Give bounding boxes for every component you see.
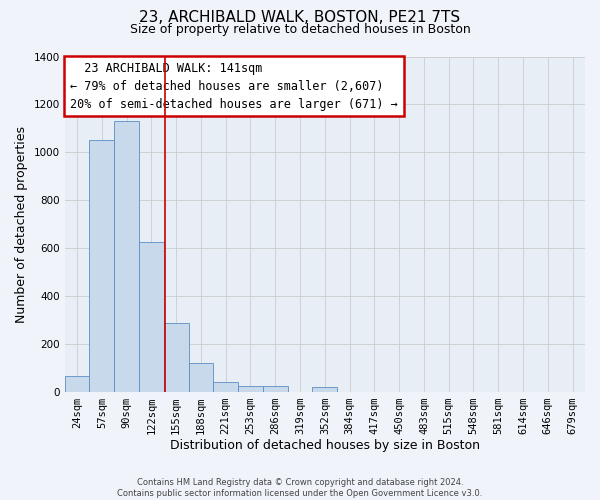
Bar bbox=[65, 376, 89, 392]
Text: 23 ARCHIBALD WALK: 141sqm
← 79% of detached houses are smaller (2,607)
20% of se: 23 ARCHIBALD WALK: 141sqm ← 79% of detac… bbox=[70, 62, 398, 110]
Bar bbox=[188, 363, 214, 392]
Bar bbox=[164, 324, 188, 392]
X-axis label: Distribution of detached houses by size in Boston: Distribution of detached houses by size … bbox=[170, 440, 480, 452]
Bar bbox=[114, 121, 139, 392]
Bar bbox=[313, 387, 337, 392]
Text: Contains HM Land Registry data © Crown copyright and database right 2024.
Contai: Contains HM Land Registry data © Crown c… bbox=[118, 478, 482, 498]
Bar bbox=[89, 140, 114, 392]
Text: Size of property relative to detached houses in Boston: Size of property relative to detached ho… bbox=[130, 22, 470, 36]
Y-axis label: Number of detached properties: Number of detached properties bbox=[15, 126, 28, 322]
Bar bbox=[238, 386, 263, 392]
Bar bbox=[214, 382, 238, 392]
Bar bbox=[139, 242, 164, 392]
Text: 23, ARCHIBALD WALK, BOSTON, PE21 7TS: 23, ARCHIBALD WALK, BOSTON, PE21 7TS bbox=[139, 10, 461, 25]
Bar bbox=[263, 386, 287, 392]
